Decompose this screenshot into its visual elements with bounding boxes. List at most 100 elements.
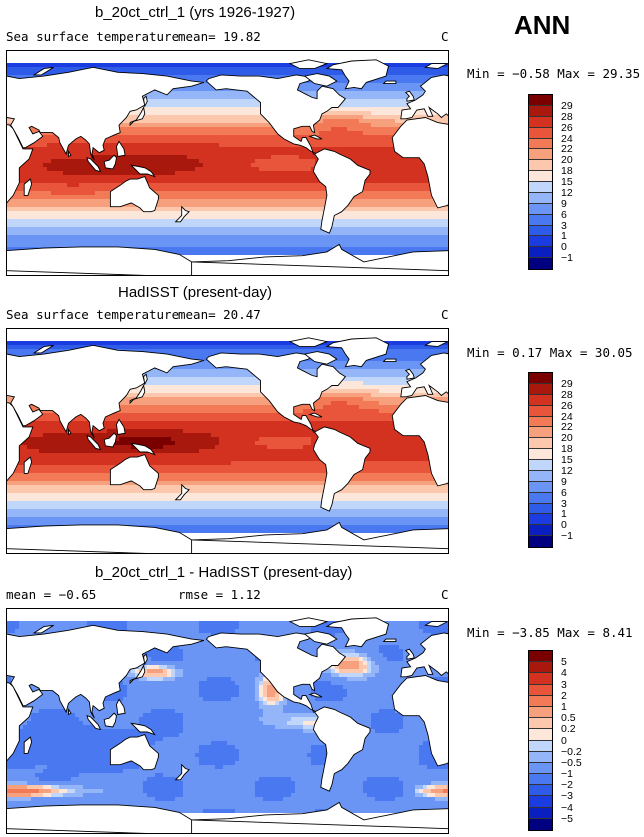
colorbar-tick-label: 18 xyxy=(561,165,573,178)
colorbar-tick-label: 0 xyxy=(561,519,567,532)
colorbar-swatch xyxy=(529,718,552,730)
colorbar-swatch xyxy=(529,729,552,741)
colorbar-swatch xyxy=(529,503,552,515)
landmass-madagascar xyxy=(23,456,33,474)
landmass-ellesmere xyxy=(288,617,329,628)
min-max-label: Min = −3.85 Max = 8.41 xyxy=(467,625,633,640)
landmass-africa xyxy=(7,402,34,482)
colorbar-swatch xyxy=(529,706,552,719)
colorbar-tick-label: 29 xyxy=(561,99,573,112)
colorbar-swatch xyxy=(529,416,552,428)
landmass-eurasia xyxy=(400,74,448,120)
colorbar-swatch xyxy=(529,247,552,259)
landmass-iceland xyxy=(382,638,397,643)
colorbar-tick-label: −1 xyxy=(561,768,573,781)
coastlines xyxy=(7,617,448,833)
colorbar xyxy=(528,372,553,548)
colorbar-tick-label: 9 xyxy=(561,197,567,210)
landmass-eurasia xyxy=(7,624,205,719)
colorbar-swatch xyxy=(529,171,552,182)
colorbar-swatch xyxy=(529,225,552,237)
landmass-samerica xyxy=(312,426,371,512)
landmass-nz xyxy=(174,483,190,501)
colorbar-tick-label: 0.5 xyxy=(561,712,576,725)
landmass-uk xyxy=(404,648,415,660)
colorbar-tick-label: −5 xyxy=(561,812,573,825)
landmass-newguinea xyxy=(129,164,156,178)
landmass-baffin xyxy=(303,73,338,87)
panel-title: b_20ct_ctrl_1 (yrs 1926-1927) xyxy=(95,4,296,21)
landmass-japan xyxy=(129,384,146,405)
colorbar-tick-label: −3 xyxy=(561,790,573,803)
panel-diff: b_20ct_ctrl_1 - HadISST (present-day) me… xyxy=(0,560,644,837)
landmass-ellesmere xyxy=(288,337,329,348)
colorbar-tick-label: 4 xyxy=(561,667,567,680)
colorbar-tick-label: 1 xyxy=(561,230,567,243)
landmass-nz xyxy=(174,205,190,223)
colorbar-swatch xyxy=(529,651,552,663)
colorbar-swatch xyxy=(529,684,552,696)
colorbar-swatch xyxy=(529,751,552,763)
mean-value: mean = −0.65 xyxy=(6,587,97,602)
landmass-nz xyxy=(174,763,190,781)
colorbar-swatch xyxy=(529,774,552,786)
landmass-antarctica xyxy=(191,521,448,550)
colorbar-swatch xyxy=(529,470,552,482)
panel-model: b_20ct_ctrl_1 (yrs 1926-1927) Sea surfac… xyxy=(0,0,644,280)
landmass-cuba xyxy=(308,412,323,418)
colorbar-swatch xyxy=(529,740,552,752)
colorbar-tick-label: 1 xyxy=(561,508,567,521)
landmass-antarctica xyxy=(191,801,448,830)
landmass-cuba xyxy=(308,692,323,698)
season-label: ANN xyxy=(514,10,571,40)
landmass-samerica xyxy=(312,148,371,234)
mean-value: mean= 20.47 xyxy=(178,307,261,322)
colorbar-tick-label: −1 xyxy=(561,530,573,543)
landmass-svalbard xyxy=(424,621,448,628)
colorbar-swatch xyxy=(529,373,552,384)
colorbar-tick-label: 22 xyxy=(561,421,573,434)
sst-map xyxy=(6,50,449,276)
colorbar-swatch xyxy=(529,105,552,117)
panel-obs: HadISST (present-day) Sea surface temper… xyxy=(0,280,644,560)
landmass-australia xyxy=(109,734,159,771)
landmass-antarctica xyxy=(7,804,193,833)
colorbar-tick-label: 0.2 xyxy=(561,723,576,736)
landmass-australia xyxy=(109,176,159,213)
units-label: C xyxy=(441,587,449,602)
landmass-greenland xyxy=(325,617,390,648)
colorbar-swatch xyxy=(529,160,552,172)
landmass-japan xyxy=(129,106,146,127)
colorbar-tick-label: 26 xyxy=(561,399,573,412)
colorbar-swatch xyxy=(529,214,552,226)
landmass-newguinea xyxy=(129,442,156,456)
landmass-sumatra xyxy=(86,156,102,173)
colorbar-tick-label: −4 xyxy=(561,801,573,814)
units-label: C xyxy=(441,29,449,44)
colorbar-swatch xyxy=(529,818,552,830)
colorbar-tick-label: 29 xyxy=(561,377,573,390)
colorbar-swatch xyxy=(529,182,552,193)
landmass-madagascar xyxy=(23,178,33,196)
colorbar-tick-label: 26 xyxy=(561,121,573,134)
colorbar-swatch xyxy=(529,127,552,139)
units-label: C xyxy=(441,307,449,322)
landmass-sakhalin xyxy=(143,95,148,108)
landmass-africa xyxy=(391,675,448,767)
landmass-sumatra xyxy=(86,434,102,451)
coastlines xyxy=(7,337,448,553)
colorbar-swatch xyxy=(529,449,552,460)
sst-diff-map xyxy=(6,608,449,834)
colorbar-swatch xyxy=(529,662,552,674)
colorbar-swatch xyxy=(529,460,552,471)
min-max-label: Min = 0.17 Max = 30.05 xyxy=(467,345,633,360)
landmass-borneo xyxy=(103,432,117,448)
colorbar-tick-label: 9 xyxy=(561,475,567,488)
landmass-svalbard xyxy=(424,63,448,70)
landmass-philippines xyxy=(116,698,126,716)
colorbar-swatch xyxy=(529,95,552,106)
landmass-namerica xyxy=(205,632,347,713)
colorbar-tick-label: 1 xyxy=(561,700,567,713)
colorbar-tick-label: 3 xyxy=(561,497,567,510)
colorbar-swatch xyxy=(529,514,552,526)
